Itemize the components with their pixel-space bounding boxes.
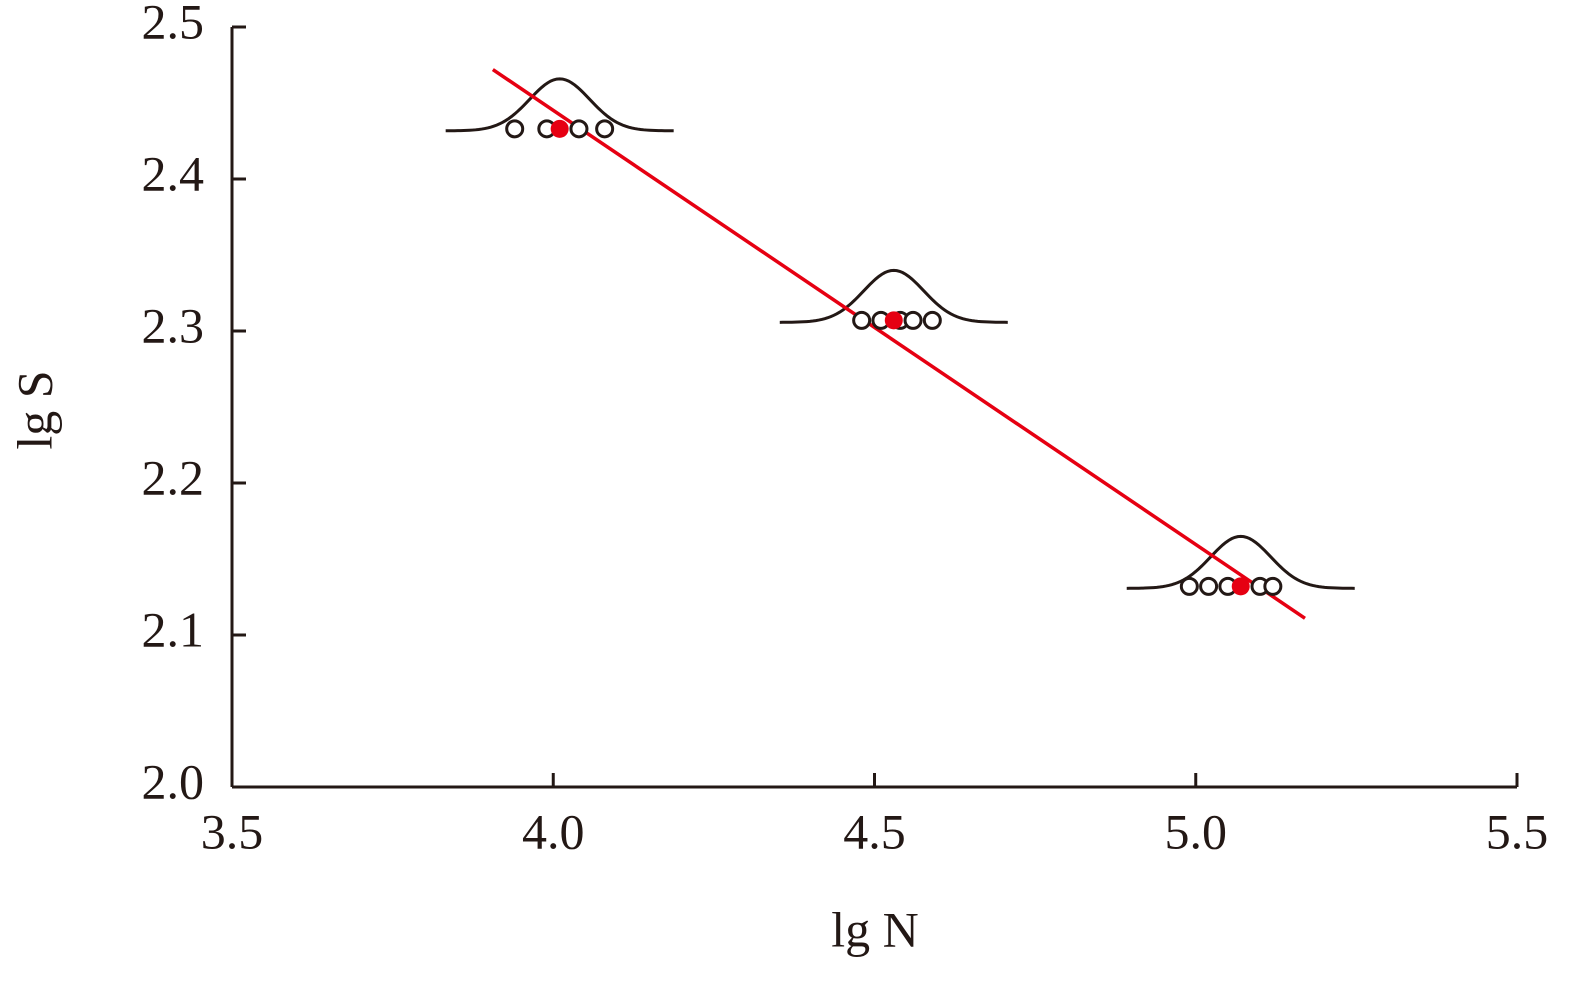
sample-point [569, 119, 589, 139]
x-tick-label: 5.0 [1165, 803, 1228, 859]
x-tick-label: 4.5 [843, 803, 906, 859]
y-tick-label: 2.4 [142, 145, 205, 201]
sample-point [1199, 576, 1219, 596]
x-axis-label: lg N [831, 901, 919, 957]
x-tick-label: 5.5 [1486, 803, 1549, 859]
x-tick-label: 4.0 [522, 803, 585, 859]
y-tick-label: 2.3 [142, 297, 205, 353]
y-tick-label: 2.2 [142, 449, 205, 505]
sample-point [922, 310, 942, 330]
sample-point [1179, 576, 1199, 596]
sample-point [1263, 576, 1283, 596]
mean-point [1231, 577, 1250, 596]
sample-point [595, 119, 615, 139]
mean-point [550, 119, 569, 138]
y-tick-label: 2.1 [142, 601, 205, 657]
distribution-curve [779, 268, 1008, 324]
sample-point [505, 119, 525, 139]
fit-line [491, 68, 1306, 620]
distribution-curve [445, 77, 674, 133]
y-tick-label: 2.5 [142, 0, 205, 49]
sample-point [903, 310, 923, 330]
sample-point [852, 310, 872, 330]
y-axis-label: lg S [6, 370, 62, 449]
x-tick-label: 3.5 [201, 803, 264, 859]
distribution-curve [1126, 534, 1355, 590]
mean-point [884, 311, 903, 330]
y-tick-label: 2.0 [142, 753, 205, 809]
